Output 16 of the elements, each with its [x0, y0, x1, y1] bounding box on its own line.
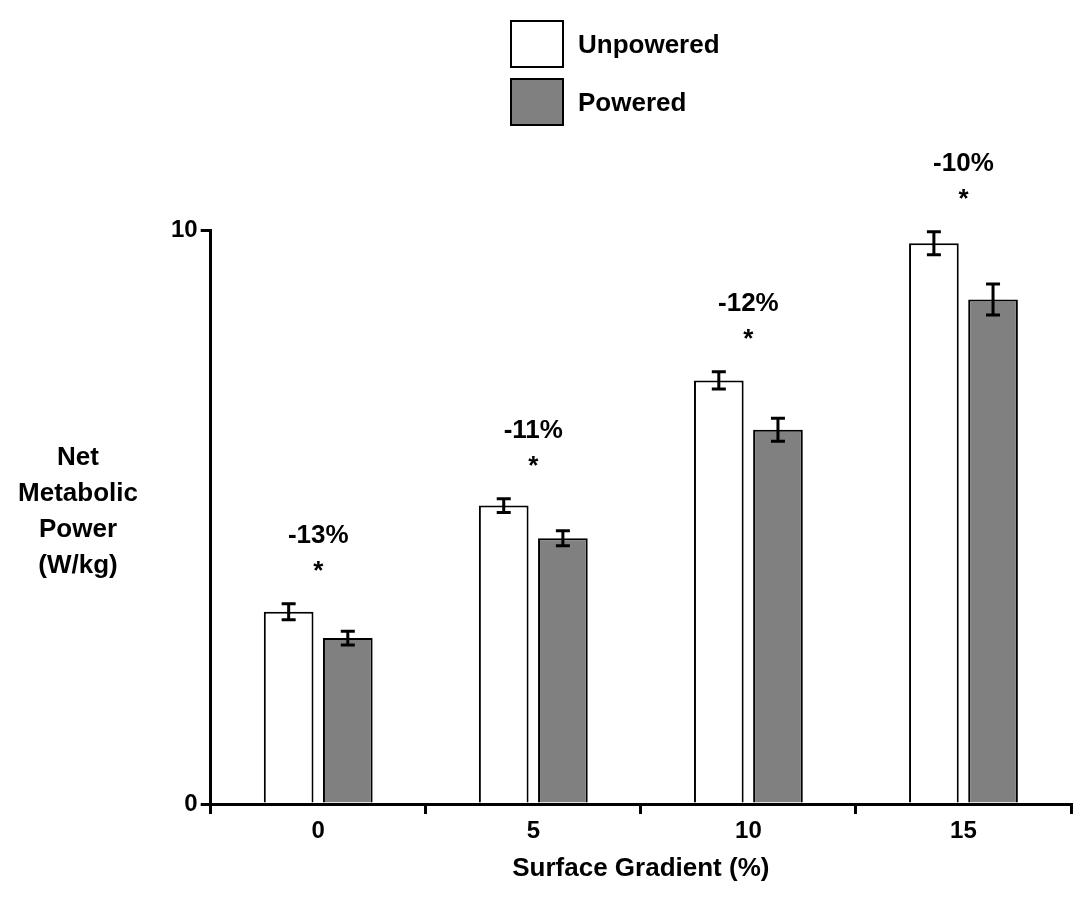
y-axis-title: Net Metabolic Power (W/kg)	[17, 440, 139, 581]
x-tick-label: 0	[311, 816, 325, 844]
text: -10%	[933, 146, 994, 177]
annotation: *	[743, 322, 755, 353]
text: *	[958, 182, 970, 213]
x-tick-label: 10	[735, 816, 762, 844]
annotation: -12%	[718, 286, 779, 317]
annotation: *	[313, 554, 325, 585]
x-tick-label: 5	[526, 816, 540, 844]
annotation: -13%	[287, 518, 349, 549]
annotation: *	[528, 449, 540, 480]
legend-label: Unpowered	[578, 28, 720, 60]
annotation: -11%	[503, 413, 563, 444]
x-axis-title: Surface Gradient (%)	[512, 851, 770, 882]
x-tick-label: 15	[950, 816, 977, 844]
legend-label: Powered	[578, 86, 687, 118]
